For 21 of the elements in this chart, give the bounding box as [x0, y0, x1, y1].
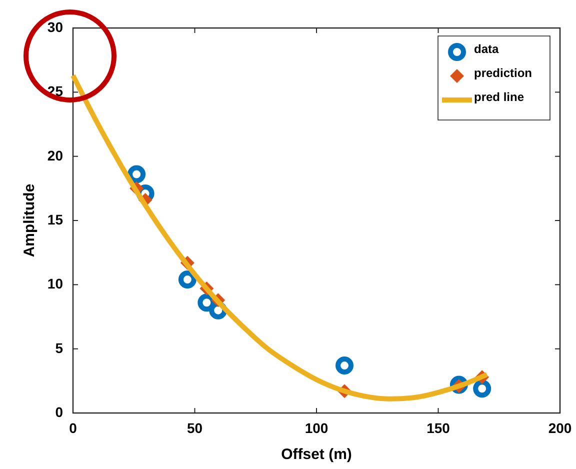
point	[178, 270, 196, 289]
x-tick-label: 200	[548, 420, 572, 436]
point	[198, 294, 216, 312]
legend-label: data	[474, 42, 499, 56]
y-tick-label: 30	[47, 19, 64, 35]
point	[336, 356, 354, 375]
legend-label: pred line	[474, 90, 524, 104]
point	[473, 380, 492, 398]
x-tick-label: 50	[186, 420, 203, 436]
x-axis-title: Offset (m)	[281, 446, 352, 463]
y-tick-label: 10	[47, 276, 64, 292]
point	[128, 165, 146, 184]
y-tick-label: 20	[47, 147, 64, 164]
legend-label: prediction	[474, 66, 532, 80]
y-tick-label: 5	[55, 340, 64, 356]
y-tick-label: 15	[47, 212, 64, 228]
y-tick-label: 0	[55, 404, 64, 420]
x-tick-label: 0	[69, 420, 78, 436]
y-axis-title: Amplitude	[21, 184, 38, 258]
x-tick-label: 150	[426, 420, 450, 436]
x-tick-label: 100	[304, 420, 328, 436]
